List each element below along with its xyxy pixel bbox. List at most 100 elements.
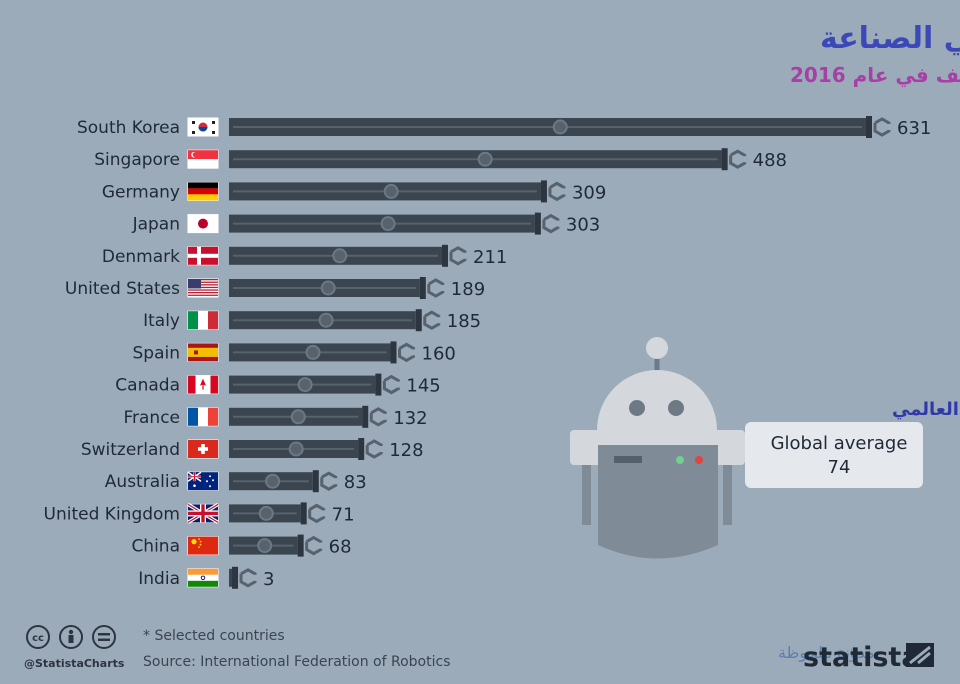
chart-subtitle: عدد الروبوتات العاملة في الصناعة لكلّ 10… <box>790 60 960 88</box>
bar-claw <box>365 439 383 459</box>
flag-united-kingdom-icon <box>187 502 219 524</box>
no-derivatives-icon <box>92 625 116 649</box>
bar-claw-gap <box>320 510 327 517</box>
bar-claw-gap <box>462 252 469 259</box>
flag-united-states-icon <box>187 278 219 298</box>
bar-joint <box>290 409 306 425</box>
bar-joint <box>383 183 399 199</box>
bar-joint <box>257 538 273 554</box>
flag-france-icon <box>187 407 219 427</box>
flag-japan-icon <box>187 214 219 234</box>
category-label: Spain <box>133 343 181 363</box>
bar-claw <box>239 568 257 588</box>
category-label: Singapore <box>94 150 180 170</box>
data-label: 189 <box>451 279 485 300</box>
bar-claw-gap <box>554 220 561 227</box>
bar-claw-gap <box>410 349 417 356</box>
category-label: Italy <box>143 311 180 331</box>
bar-end-cap <box>312 470 319 493</box>
bar-claw <box>427 278 445 298</box>
flag-spain-icon <box>187 342 219 362</box>
bar-end-cap <box>232 566 239 589</box>
category-label: France <box>123 408 180 428</box>
watermark-text: مدوّنة ملحوظة <box>778 643 875 663</box>
bar-end-cap <box>358 438 365 460</box>
bar-end-cap <box>534 212 541 235</box>
flag-south-korea-icon <box>187 117 219 137</box>
statista-logo: statista <box>803 642 934 673</box>
bar-row: China 68 <box>131 534 352 558</box>
category-label: South Korea <box>77 118 180 138</box>
bar-end-cap <box>721 148 728 171</box>
bar-end-cap <box>300 502 307 525</box>
data-label: 68 <box>329 537 352 558</box>
global-average-label: Global average <box>771 433 908 454</box>
data-label: 128 <box>389 440 423 461</box>
bar-joint <box>552 119 568 135</box>
category-label: Germany <box>102 182 180 202</box>
data-label: 71 <box>332 504 355 525</box>
bar-row: Spain 160 <box>133 341 456 364</box>
bar-claw <box>729 149 747 169</box>
bar-joint <box>305 344 321 360</box>
bar-row: Canada 145 <box>115 373 441 397</box>
flag-denmark-icon <box>187 246 219 266</box>
bar-end-cap <box>362 405 369 428</box>
flag-germany-icon <box>187 181 219 201</box>
bar-row: Australia 83 <box>105 470 367 493</box>
bar-joint <box>332 248 348 264</box>
statista-handle: @StatistaCharts <box>24 657 125 670</box>
bar-row: Switzerland 128 <box>81 438 424 461</box>
bar-end-cap <box>415 309 422 332</box>
bar-claw <box>548 181 566 202</box>
bar-end-cap <box>375 373 382 396</box>
bar-row: Germany 309 <box>102 180 606 203</box>
bar-claw <box>305 535 323 556</box>
data-label: 631 <box>897 118 931 139</box>
bar-claw <box>873 117 891 137</box>
bar-claw <box>542 213 560 234</box>
flag-singapore-icon <box>187 149 219 169</box>
bar-end-cap <box>297 534 304 557</box>
bar-claw-gap <box>439 285 446 291</box>
bar-end-cap <box>419 277 426 299</box>
category-label: United Kingdom <box>44 504 180 524</box>
category-label: Japan <box>132 215 180 235</box>
flag-india-icon <box>187 568 219 588</box>
attribution-icon <box>59 625 83 649</box>
bar-claw-gap <box>395 381 402 388</box>
bar-claw-gap <box>378 446 385 452</box>
flag-italy-icon <box>187 310 219 330</box>
bar-claw-gap <box>435 317 442 324</box>
bar-claw <box>320 471 338 491</box>
data-label: 3 <box>263 569 274 590</box>
global-average-arabic-label: المعدّل العالمي <box>892 399 960 420</box>
bar-joint <box>320 280 336 296</box>
svg-text:cc: cc <box>32 633 44 644</box>
bar-end-cap <box>442 244 449 267</box>
bar-claw <box>423 310 441 330</box>
bar-joint <box>258 505 274 521</box>
category-label: United States <box>65 279 180 299</box>
global-average-value: 74 <box>828 457 851 478</box>
data-label: 160 <box>422 343 456 364</box>
category-label: Denmark <box>102 247 180 267</box>
footnote: * Selected countries <box>143 628 285 644</box>
flag-switzerland-icon <box>187 439 219 459</box>
cc-icon: cc <box>26 625 50 649</box>
source-note: Source: International Federation of Robo… <box>143 654 451 670</box>
global-average-callout: المعدّل العالمي Global average 74 <box>745 399 960 488</box>
bar-end-cap <box>390 341 397 364</box>
robot-illustration <box>570 337 745 559</box>
bar-row: Denmark 211 <box>102 244 507 268</box>
bar-end-cap <box>540 180 547 203</box>
bar-claw <box>398 342 416 363</box>
category-label: Canada <box>115 376 180 396</box>
bar-row: United States 189 <box>65 277 485 300</box>
data-label: 211 <box>473 247 507 268</box>
bar-row: France 132 <box>123 405 428 429</box>
bar-claw-gap <box>560 188 567 195</box>
data-label: 309 <box>572 182 606 203</box>
bar-row: Singapore 488 <box>94 148 787 171</box>
